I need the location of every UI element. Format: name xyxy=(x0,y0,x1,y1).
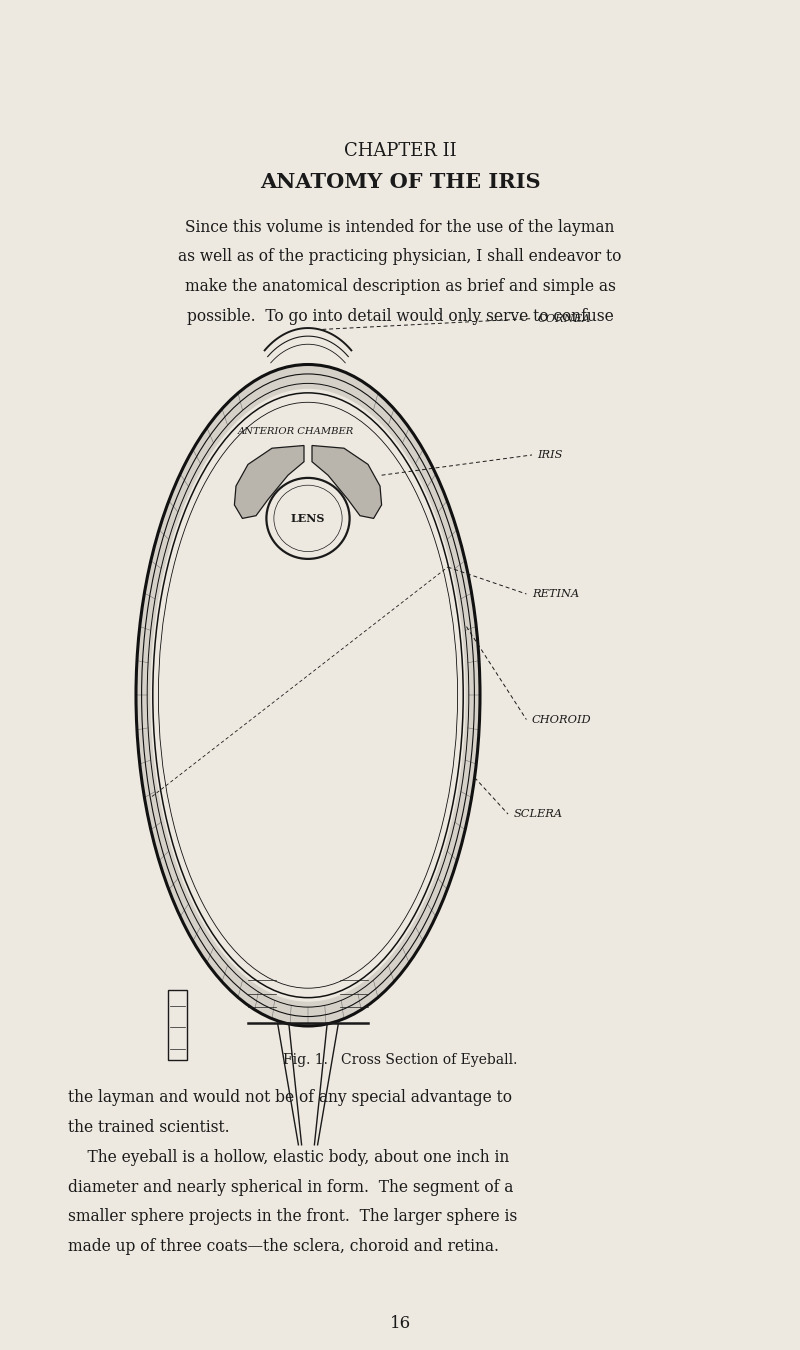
Text: The eyeball is a hollow, elastic body, about one inch in: The eyeball is a hollow, elastic body, a… xyxy=(68,1149,510,1166)
Text: CHOROID: CHOROID xyxy=(532,714,592,725)
Ellipse shape xyxy=(136,364,480,1026)
Text: Fig. 1.   Cross Section of Eyeball.: Fig. 1. Cross Section of Eyeball. xyxy=(283,1053,517,1066)
Text: made up of three coats—the sclera, choroid and retina.: made up of three coats—the sclera, choro… xyxy=(68,1238,499,1256)
Text: smaller sphere projects in the front.  The larger sphere is: smaller sphere projects in the front. Th… xyxy=(68,1208,518,1226)
Text: make the anatomical description as brief and simple as: make the anatomical description as brief… xyxy=(185,278,615,296)
Text: as well as of the practicing physician, I shall endeavor to: as well as of the practicing physician, … xyxy=(178,248,622,266)
Text: possible.  To go into detail would only serve to confuse: possible. To go into detail would only s… xyxy=(186,308,614,325)
Text: LENS: LENS xyxy=(291,513,325,524)
Text: the layman and would not be of any special advantage to: the layman and would not be of any speci… xyxy=(68,1089,512,1107)
Polygon shape xyxy=(312,446,382,518)
Text: ANATOMY OF THE IRIS: ANATOMY OF THE IRIS xyxy=(260,173,540,192)
Text: diameter and nearly spherical in form.  The segment of a: diameter and nearly spherical in form. T… xyxy=(68,1179,514,1196)
Text: Since this volume is intended for the use of the layman: Since this volume is intended for the us… xyxy=(186,219,614,236)
Ellipse shape xyxy=(266,478,350,559)
Text: SCLERA: SCLERA xyxy=(514,809,562,819)
Polygon shape xyxy=(234,446,304,518)
Text: CHAPTER II: CHAPTER II xyxy=(344,142,456,161)
Ellipse shape xyxy=(150,389,466,1002)
Text: 16: 16 xyxy=(390,1315,410,1331)
Text: IRIS: IRIS xyxy=(538,450,563,460)
Text: the trained scientist.: the trained scientist. xyxy=(68,1119,230,1137)
Text: CORNEA: CORNEA xyxy=(538,313,591,324)
Bar xyxy=(168,990,187,1060)
Text: RETINA: RETINA xyxy=(532,589,579,599)
Text: ANTERIOR CHAMBER: ANTERIOR CHAMBER xyxy=(238,428,354,436)
